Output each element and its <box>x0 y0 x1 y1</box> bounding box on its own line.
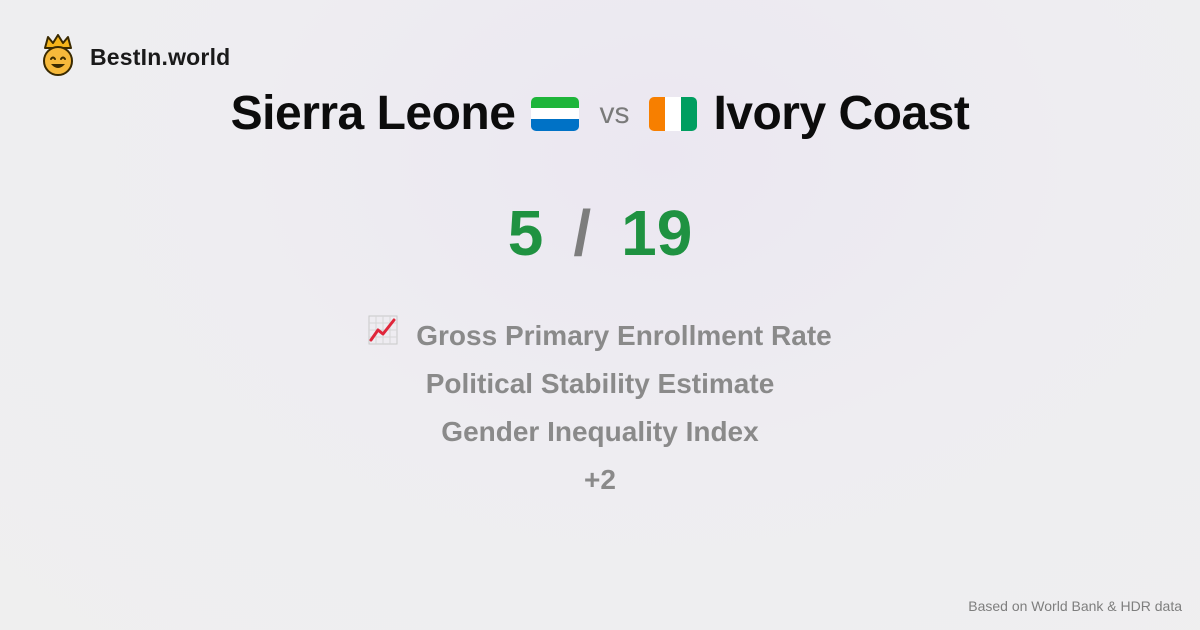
metric-item: Gender Inequality Index <box>441 408 758 456</box>
score-separator: / <box>573 197 592 269</box>
more-metrics-count: +2 <box>584 456 616 504</box>
metric-label: Gross Primary Enrollment Rate <box>416 320 832 351</box>
right-score: 19 <box>621 197 693 269</box>
left-score: 5 <box>507 197 544 269</box>
metric-label: Gender Inequality Index <box>441 416 759 447</box>
crowned-smiley-icon <box>38 34 78 81</box>
ivory-coast-flag-icon <box>649 96 698 131</box>
brand[interactable]: BestIn.world <box>38 34 230 81</box>
metric-label: Political Stability Estimate <box>425 368 775 399</box>
chart-increasing-icon <box>368 312 398 360</box>
sierra-leone-flag-icon <box>531 96 580 131</box>
metric-label: +2 <box>584 464 616 495</box>
vs-label: vs <box>599 96 630 130</box>
comparison-title: Sierra Leone vs Ivory Coast <box>0 86 1200 141</box>
metric-item: Political Stability Estimate <box>426 360 775 408</box>
metric-list: Gross Primary Enrollment Rate Political … <box>0 312 1200 504</box>
data-source-note: Based on World Bank & HDR data <box>968 598 1182 614</box>
brand-name: BestIn.world <box>90 44 231 70</box>
left-country-name: Sierra Leone <box>230 87 516 140</box>
metric-item: Gross Primary Enrollment Rate <box>368 312 832 360</box>
right-country-name: Ivory Coast <box>713 87 970 140</box>
score: 5 / 19 <box>0 196 1200 270</box>
